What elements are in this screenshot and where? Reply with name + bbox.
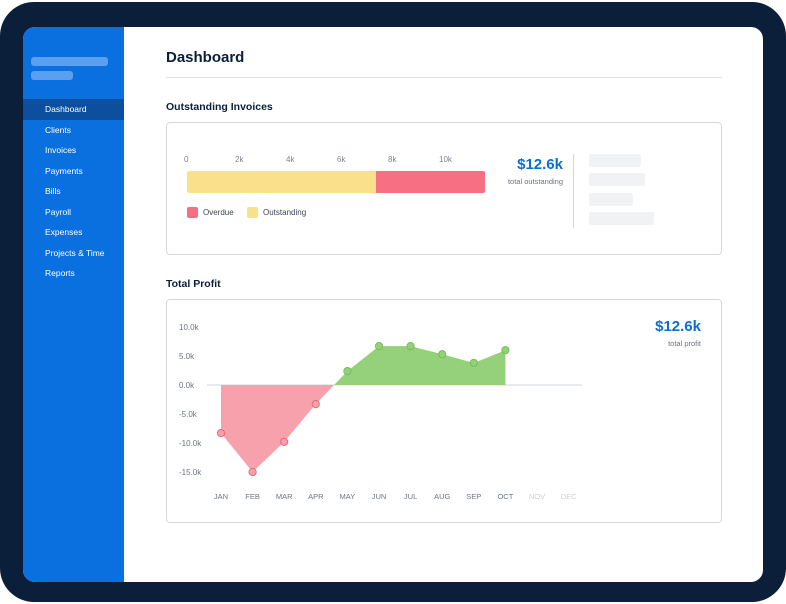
x-tick-label: AUG xyxy=(434,492,450,501)
invoices-card: 0 2k 4k 6k 8k 10k Overdue Outstanding $12.6k … xyxy=(166,122,722,255)
total-outstanding-label: total outstanding xyxy=(507,177,563,186)
page-title: Dashboard xyxy=(166,49,245,66)
data-point[interactable] xyxy=(280,437,289,446)
legend-overdue: Overdue xyxy=(187,207,234,218)
data-point[interactable] xyxy=(406,342,415,351)
sidebar-item-bills[interactable]: Bills xyxy=(45,186,61,196)
y-tick-label: 5.0k xyxy=(179,352,195,361)
sidebar-item-clients[interactable]: Clients xyxy=(45,124,71,135)
y-tick-label: -15.0k xyxy=(179,468,202,477)
data-point[interactable] xyxy=(248,467,257,477)
axis-tick-label: 8k xyxy=(388,155,397,164)
loading-placeholder xyxy=(589,212,654,225)
loading-placeholder xyxy=(589,154,641,167)
outstanding-swatch xyxy=(247,207,258,218)
axis-tick-label: 0 xyxy=(184,155,189,164)
axis-tick-label: 6k xyxy=(337,155,346,164)
sidebar-nav: Dashboard Clients Invoices Payments Bills Pay… xyxy=(23,99,124,284)
axis-tick-label: 10k xyxy=(439,155,452,164)
total-profit-value: $12.6k xyxy=(655,318,701,335)
sidebar-item-reports[interactable]: Reports xyxy=(45,268,75,278)
x-tick-label: DEC xyxy=(561,492,577,501)
y-tick-label: 0.0k xyxy=(179,381,195,390)
total-outstanding-value: $12.6k xyxy=(517,156,563,173)
main-content: Dashboard Outstanding Invoices 0 2k 4k 6k 8k… xyxy=(124,27,763,582)
divider xyxy=(166,77,722,78)
profit-title: Total Profit xyxy=(166,278,221,290)
loading-placeholder xyxy=(589,193,633,206)
invoices-title: Outstanding Invoices xyxy=(166,101,273,113)
sidebar-item-payments[interactable]: Payments xyxy=(45,165,83,176)
logo-placeholder xyxy=(31,57,108,66)
overdue-swatch xyxy=(187,207,198,218)
profit-area xyxy=(334,346,506,385)
y-tick-label: 10.0k xyxy=(179,323,200,332)
divider xyxy=(573,154,574,228)
data-point[interactable] xyxy=(343,366,352,376)
legend-label: Outstanding xyxy=(263,208,307,217)
profit-chart: 10.0k 5.0k 0.0k -5.0k -10.0k -15.0k JAN FEB MAR A… xyxy=(179,323,582,501)
x-tick-label: MAR xyxy=(276,492,293,501)
legend-outstanding: Outstanding xyxy=(247,207,306,218)
x-tick-label: APR xyxy=(308,492,324,501)
loss-area xyxy=(221,385,335,472)
sidebar-item-dashboard[interactable]: Dashboard xyxy=(23,99,124,120)
y-tick-label: -10.0k xyxy=(179,439,202,448)
total-profit-label: total profit xyxy=(668,339,701,348)
x-tick-label: SEP xyxy=(466,492,481,501)
data-point[interactable] xyxy=(469,358,478,368)
axis-tick-label: 4k xyxy=(286,155,295,164)
data-point[interactable] xyxy=(216,429,226,438)
x-tick-label: JUN xyxy=(372,492,387,501)
x-tick-label: JUL xyxy=(404,492,417,501)
loading-placeholder xyxy=(589,173,645,186)
x-tick-label: NOV xyxy=(529,492,545,501)
legend-label: Overdue xyxy=(203,208,234,217)
app-screen: Dashboard Clients Invoices Payments Bills Pay… xyxy=(23,27,763,582)
x-tick-label: MAY xyxy=(340,492,356,501)
y-tick-label: -5.0k xyxy=(179,410,198,419)
data-point[interactable] xyxy=(374,342,384,351)
sidebar: Dashboard Clients Invoices Payments Bills Pay… xyxy=(23,27,124,582)
x-tick-label: FEB xyxy=(245,492,260,501)
sidebar-item-projects-time[interactable]: Projects & Time xyxy=(45,247,105,258)
sidebar-item-expenses[interactable]: Expenses xyxy=(45,227,83,237)
profit-card: 10.0k 5.0k 0.0k -5.0k -10.0k -15.0k JAN FEB MAR A… xyxy=(166,299,722,523)
data-point[interactable] xyxy=(311,400,320,409)
data-point[interactable] xyxy=(438,350,447,359)
overdue-bar[interactable] xyxy=(375,171,486,193)
sidebar-item-invoices[interactable]: Invoices xyxy=(45,145,77,155)
data-point[interactable] xyxy=(501,346,510,355)
outstanding-bar[interactable] xyxy=(187,171,376,193)
axis-tick-label: 2k xyxy=(235,155,244,164)
x-tick-label: OCT xyxy=(497,492,513,501)
logo-placeholder xyxy=(31,71,73,80)
x-tick-label: JAN xyxy=(214,492,228,501)
sidebar-item-payroll[interactable]: Payroll xyxy=(45,206,71,217)
